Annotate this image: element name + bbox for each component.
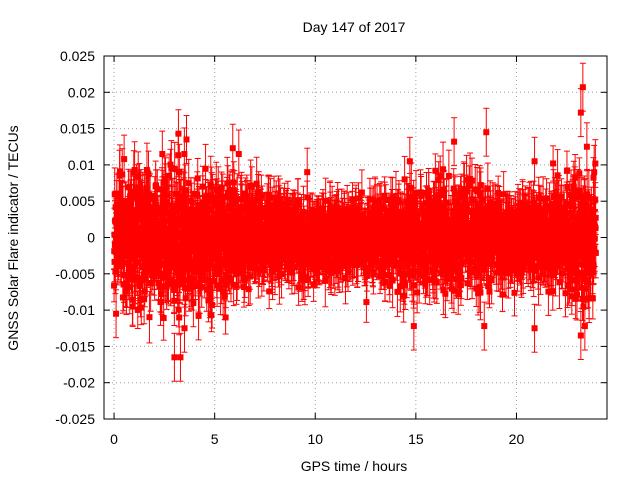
data-series <box>111 62 599 382</box>
grid-lines <box>104 56 607 419</box>
